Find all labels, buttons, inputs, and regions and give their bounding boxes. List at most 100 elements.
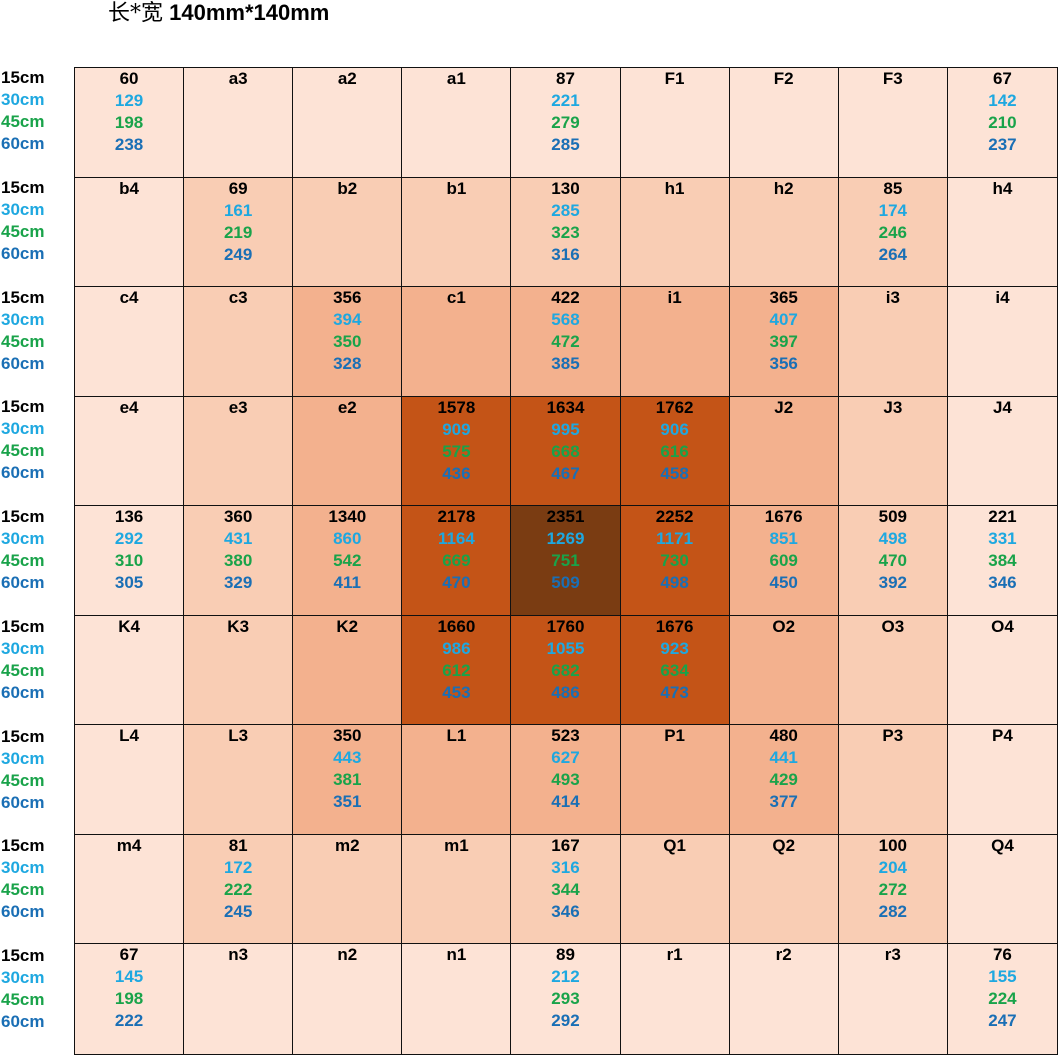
cell-value-15cm: 130 — [551, 178, 580, 198]
cell-value-15cm: 1762 — [655, 397, 694, 417]
grid-cell: m1 — [402, 834, 512, 945]
cell-value-45cm: 730 — [660, 551, 689, 571]
grid-cell: J2 — [729, 396, 839, 507]
cell-label: Q4 — [991, 835, 1014, 855]
grid-cell: 1676 923 634 473 — [620, 615, 730, 726]
grid-cell: e3 — [184, 396, 294, 507]
cell-value-30cm: 161 — [223, 200, 253, 220]
cell-value-45cm: 609 — [769, 551, 798, 571]
cell-value-60cm: 392 — [878, 573, 907, 593]
cell-value-30cm: 995 — [551, 419, 580, 439]
grid-cell: 1340 860 542 411 — [293, 506, 403, 616]
grid-cell: h2 — [729, 177, 839, 288]
row-label-45cm: 45cm — [1, 221, 45, 241]
cell-value-60cm: 249 — [223, 244, 253, 264]
cell-value-30cm: 923 — [660, 638, 689, 658]
cell-label: P1 — [664, 726, 685, 746]
grid-cell: L1 — [402, 725, 512, 835]
grid-cell: m4 — [75, 834, 185, 945]
cell-label: L4 — [119, 726, 139, 746]
cell-value-45cm: 682 — [551, 660, 580, 680]
row-label-60cm: 60cm — [1, 353, 45, 373]
grid-cell: Q4 — [947, 834, 1057, 945]
cell-value-60cm: 264 — [878, 244, 907, 264]
cell-value-15cm: 67 — [119, 945, 139, 965]
grid-cell: a2 — [293, 68, 403, 178]
cell-value-15cm: 69 — [228, 178, 248, 198]
cell-value-15cm: 89 — [556, 945, 575, 965]
grid-cell: K4 — [75, 615, 185, 726]
cell-value-60cm: 498 — [660, 573, 689, 593]
cell-value-30cm: 129 — [114, 91, 144, 110]
cell-value-30cm: 498 — [878, 529, 907, 549]
row-label-45cm: 45cm — [1, 441, 45, 461]
cell-value-45cm: 472 — [551, 332, 580, 352]
cell-value-45cm: 575 — [442, 441, 471, 461]
cell-value-45cm: 198 — [114, 989, 144, 1009]
cell-value-45cm: 222 — [223, 879, 253, 899]
grid-cell: Q1 — [620, 834, 730, 945]
grid-cell: c4 — [75, 287, 185, 397]
cell-label: e4 — [119, 397, 139, 417]
cell-value-30cm: 431 — [223, 529, 253, 549]
grid-cell: r1 — [620, 944, 730, 1054]
row-label-group: 15cm 30cm 45cm 60cm — [0, 177, 74, 287]
row-label-60cm: 60cm — [1, 682, 45, 702]
cell-value-60cm: 328 — [333, 354, 362, 374]
row-label-45cm: 45cm — [1, 880, 45, 900]
cell-value-45cm: 612 — [442, 660, 471, 680]
cell-label: K2 — [336, 616, 359, 636]
cell-value-60cm: 470 — [442, 573, 471, 593]
row-label-30cm: 30cm — [1, 748, 45, 768]
grid-cell: Q2 — [729, 834, 839, 945]
cell-label: i3 — [885, 288, 900, 308]
cell-value-15cm: 1676 — [764, 507, 803, 527]
cell-value-15cm: 480 — [769, 726, 798, 746]
cell-label: a3 — [228, 69, 248, 88]
grid-cell: O2 — [729, 615, 839, 726]
cell-label: P3 — [882, 726, 904, 746]
cell-value-45cm: 542 — [333, 551, 362, 571]
cell-label: n1 — [446, 945, 467, 965]
cell-value-15cm: 85 — [883, 178, 903, 198]
cell-value-30cm: 568 — [551, 310, 580, 330]
grid-cell: 130 285 323 316 — [511, 177, 621, 288]
cell-value-60cm: 282 — [878, 901, 907, 921]
cell-value-15cm: 136 — [114, 507, 144, 527]
cell-value-30cm: 155 — [988, 967, 1017, 987]
cell-value-45cm: 272 — [878, 879, 907, 899]
cell-value-30cm: 394 — [333, 310, 362, 330]
cell-label: i4 — [995, 288, 1010, 308]
grid-cell: 1634 995 668 467 — [511, 396, 621, 507]
grid-cell: 509 498 470 392 — [838, 506, 948, 616]
title-prefix: 长*宽 — [108, 1, 164, 26]
cell-value-30cm: 441 — [769, 748, 798, 768]
cell-value-45cm: 668 — [551, 441, 580, 461]
row-label-15cm: 15cm — [1, 507, 45, 527]
grid-cell: 87 221 279 285 — [511, 68, 621, 178]
cell-value-15cm: 81 — [228, 835, 248, 855]
grid-cell: i1 — [620, 287, 730, 397]
row-label-30cm: 30cm — [1, 199, 45, 219]
grid-cell: n3 — [184, 944, 294, 1054]
grid-cell: 89 212 293 292 — [511, 944, 621, 1054]
grid-cell: F1 — [620, 68, 730, 178]
row-label-45cm: 45cm — [1, 660, 45, 680]
cell-label: n3 — [228, 945, 249, 965]
cell-value-60cm: 509 — [551, 573, 580, 593]
cell-label: m2 — [334, 835, 360, 855]
cell-value-15cm: 167 — [551, 835, 580, 855]
cell-value-45cm: 751 — [551, 551, 580, 571]
grid-cell: 136 292 310 305 — [75, 506, 185, 616]
cell-label: h4 — [992, 178, 1013, 198]
cell-value-30cm: 212 — [551, 967, 580, 987]
cell-label: K4 — [118, 616, 140, 636]
row-label-45cm: 45cm — [1, 770, 45, 790]
grid-cell: n1 — [402, 944, 512, 1054]
cell-value-30cm: 1269 — [546, 529, 585, 549]
cell-value-60cm: 346 — [551, 901, 580, 921]
cell-value-15cm: 100 — [878, 835, 907, 855]
cell-label: Q1 — [663, 835, 686, 855]
grid-cell: P1 — [620, 725, 730, 835]
cell-value-15cm: 1578 — [437, 397, 476, 417]
